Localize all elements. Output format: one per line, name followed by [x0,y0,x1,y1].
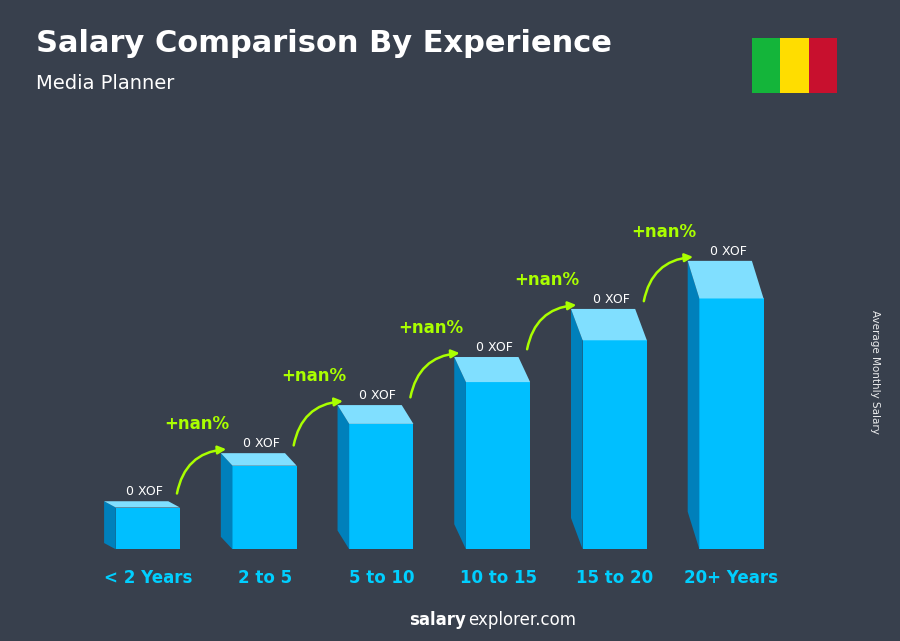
Polygon shape [104,501,116,549]
Polygon shape [338,405,413,424]
Bar [752,38,780,93]
Bar [808,38,837,93]
Polygon shape [454,357,466,549]
Polygon shape [454,357,530,382]
Polygon shape [220,453,297,466]
Polygon shape [571,309,647,340]
Text: explorer.com: explorer.com [468,612,576,629]
Text: +nan%: +nan% [631,223,697,241]
Text: +nan%: +nan% [281,367,346,385]
FancyBboxPatch shape [116,508,180,549]
Text: +nan%: +nan% [515,271,580,289]
Polygon shape [688,261,699,549]
FancyBboxPatch shape [582,340,647,549]
Polygon shape [688,261,763,299]
Polygon shape [571,309,582,549]
Text: Average Monthly Salary: Average Monthly Salary [869,310,880,434]
Text: Media Planner: Media Planner [36,74,175,93]
Polygon shape [104,501,180,508]
Text: 0 XOF: 0 XOF [476,341,513,354]
FancyBboxPatch shape [349,424,413,549]
Text: 0 XOF: 0 XOF [126,485,163,498]
Text: +nan%: +nan% [398,319,463,337]
FancyBboxPatch shape [232,466,297,549]
Text: 0 XOF: 0 XOF [359,389,396,402]
Bar [780,38,808,93]
Text: Salary Comparison By Experience: Salary Comparison By Experience [36,29,612,58]
FancyBboxPatch shape [466,382,530,549]
Text: +nan%: +nan% [165,415,230,433]
Polygon shape [338,405,349,549]
Polygon shape [220,453,232,549]
FancyBboxPatch shape [699,299,763,549]
Text: 0 XOF: 0 XOF [593,293,630,306]
Text: salary: salary [410,612,466,629]
Text: 0 XOF: 0 XOF [243,437,280,450]
Text: 0 XOF: 0 XOF [709,245,746,258]
